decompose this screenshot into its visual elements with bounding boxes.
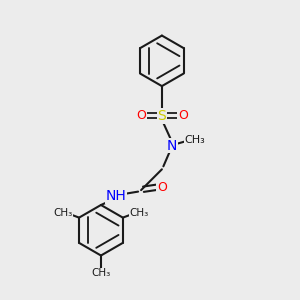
Text: S: S — [158, 109, 166, 123]
Text: CH₃: CH₃ — [130, 208, 149, 218]
Text: O: O — [136, 109, 146, 122]
Text: N: N — [167, 139, 178, 152]
Text: CH₃: CH₃ — [91, 268, 111, 278]
Text: O: O — [178, 109, 188, 122]
Text: O: O — [157, 181, 167, 194]
Text: CH₃: CH₃ — [184, 135, 205, 145]
Text: NH: NH — [105, 189, 126, 203]
Text: CH₃: CH₃ — [53, 208, 72, 218]
